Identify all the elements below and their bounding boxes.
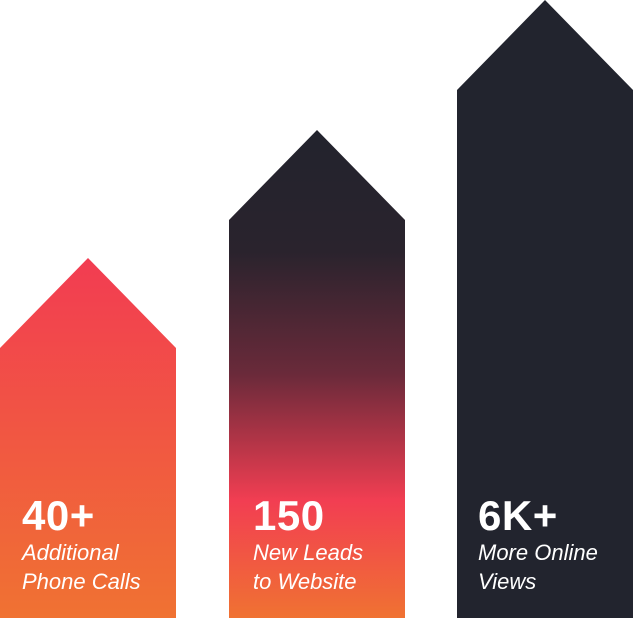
stat-label-line2: to Website bbox=[253, 569, 357, 594]
stat-new-leads: 150 New Leads to Website bbox=[253, 494, 363, 596]
stat-phone-calls: 40+ Additional Phone Calls bbox=[22, 494, 141, 596]
stat-label-line1: New Leads bbox=[253, 540, 364, 565]
arrow-3 bbox=[457, 0, 633, 618]
stat-label-line2: Views bbox=[478, 569, 537, 594]
stat-label-line1: More Online bbox=[478, 540, 598, 565]
stat-label-line1: Additional bbox=[22, 540, 119, 565]
arrow-2 bbox=[229, 130, 405, 618]
stat-value: 150 bbox=[253, 492, 325, 539]
stat-value: 6K+ bbox=[478, 492, 558, 539]
stat-label-line2: Phone Calls bbox=[22, 569, 141, 594]
stat-value: 40+ bbox=[22, 492, 95, 539]
arrow-1 bbox=[0, 258, 176, 618]
stat-online-views: 6K+ More Online Views bbox=[478, 494, 598, 596]
